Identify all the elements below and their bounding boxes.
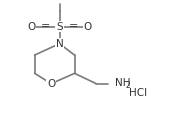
Text: =: = — [41, 22, 50, 31]
Text: HCl: HCl — [129, 88, 147, 98]
Text: O: O — [27, 22, 35, 31]
Text: S: S — [56, 22, 63, 31]
Text: =: = — [69, 22, 78, 31]
Text: O: O — [47, 79, 55, 89]
Text: NH: NH — [115, 78, 131, 88]
Text: N: N — [56, 39, 63, 49]
Text: 2: 2 — [125, 81, 130, 90]
Text: O: O — [84, 22, 92, 31]
